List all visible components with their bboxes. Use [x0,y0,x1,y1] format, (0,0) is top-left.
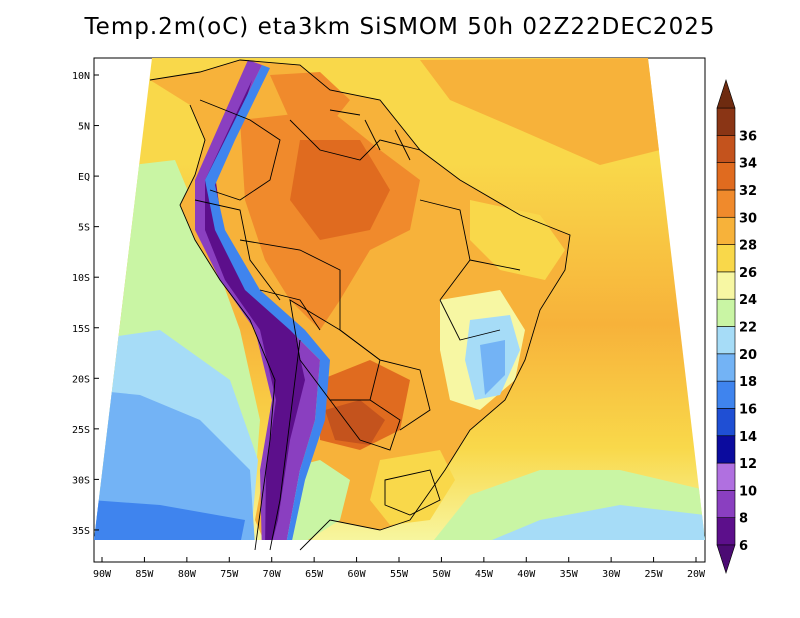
lat-tick-label: 5S [78,223,90,234]
lon-tick-label: 50W [432,569,451,580]
lon-tick-label: 70W [263,569,282,580]
lon-tick-label: 55W [390,569,409,580]
colorbar-label: 32 [739,184,757,199]
lon-tick-label: 60W [348,569,367,580]
colorbar-label: 8 [739,512,748,527]
colorbar-label: 16 [739,402,757,417]
colombia-border [199,99,281,201]
colorbar-label: 36 [739,129,757,144]
colorbar-segment [716,271,736,300]
longitude-axis: 90W 85W 80W 75W 70W 65W 60W 55W 50W 45W 40W 35W 30W 2… [93,557,706,580]
lat-tick-label: 25S [72,425,90,436]
lon-tick-label: 20W [687,569,706,580]
colorbar-segment [716,490,736,518]
colorbar-label: 14 [739,430,757,445]
lon-tick-label: 30W [602,569,621,580]
lon-tick-label: 40W [517,569,536,580]
colorbar: 6 8 10 12 14 16 18 20 22 24 26 28 30 32 34 36 [716,79,757,574]
latitude-axis: 10N 5N EQ 5S 10S 15S 20S 25S 30S 35S [72,71,99,537]
lat-tick-label: 20S [72,374,90,385]
colorbar-segment [716,216,736,245]
colorbar-label: 20 [739,348,757,363]
colorbar-segment [716,517,736,546]
map-title: Temp.2m(oC) eta3km SiSMOM 50h 02Z22DEC20… [84,14,716,40]
paraguay-border [329,399,401,451]
andes-core [205,80,305,540]
colorbar-segment [716,326,736,355]
lon-tick-label: 35W [560,569,579,580]
colorbar-label: 34 [739,157,757,172]
colorbar-label: 30 [739,211,757,226]
colorbar-segment [716,435,736,464]
colorbar-label: 22 [739,321,757,336]
colorbar-label: 28 [739,239,757,254]
lat-tick-label: EQ [78,172,90,183]
lon-tick-label: 45W [475,569,494,580]
colorbar-segment [716,162,736,191]
brazil-states [419,199,521,341]
lat-tick-label: 5N [78,122,90,133]
colorbar-max-arrow [716,79,736,109]
lon-tick-label: 90W [93,569,112,580]
colorbar-label: 6 [739,539,748,554]
highlands-cooler [480,340,505,395]
lon-tick-label: 75W [220,569,239,580]
colorbar-label: 18 [739,375,757,390]
peru-border [194,199,281,301]
lon-tick-label: 65W [305,569,324,580]
hot-amazon [290,140,390,240]
lat-tick-label: 15S [72,324,90,335]
andes-edge [205,65,330,540]
argentina-chile-border [269,339,301,551]
colorbar-label: 24 [739,293,757,308]
atlantic-cold-zone [480,505,705,540]
colorbar-segment [716,408,736,437]
colorbar-segment [716,189,736,218]
lon-tick-label: 25W [645,569,664,580]
colorbar-segment [716,107,736,136]
lat-tick-label: 30S [72,475,90,486]
lon-tick-label: 85W [135,569,154,580]
hottest-chaco [325,400,385,445]
lon-tick-label: 80W [178,569,197,580]
hot-north-coast [270,72,350,125]
colorbar-segment [716,244,736,273]
country-borders [149,59,571,551]
southern-brazil-mild [370,450,455,525]
uruguay-border [384,469,441,516]
colorbar-label: 26 [739,266,757,281]
guianas-border [329,109,411,161]
colorbar-min-arrow [716,544,736,574]
colorbar-segment [716,353,736,382]
colorbar-segment [716,380,736,409]
colorbar-segment [716,462,736,491]
colorbar-segment [716,298,736,327]
lat-tick-label: 10N [72,71,90,82]
lat-tick-label: 10S [72,273,90,284]
lat-tick-label: 35S [72,526,90,537]
colorbar-label: 12 [739,457,757,472]
atlantic-warm-zone [420,58,660,165]
colorbar-label: 10 [739,484,757,499]
northeast-mild [470,200,565,280]
temperature-field [94,58,705,540]
pacific-coldest-zone [94,500,245,540]
colorbar-segment [716,135,736,163]
